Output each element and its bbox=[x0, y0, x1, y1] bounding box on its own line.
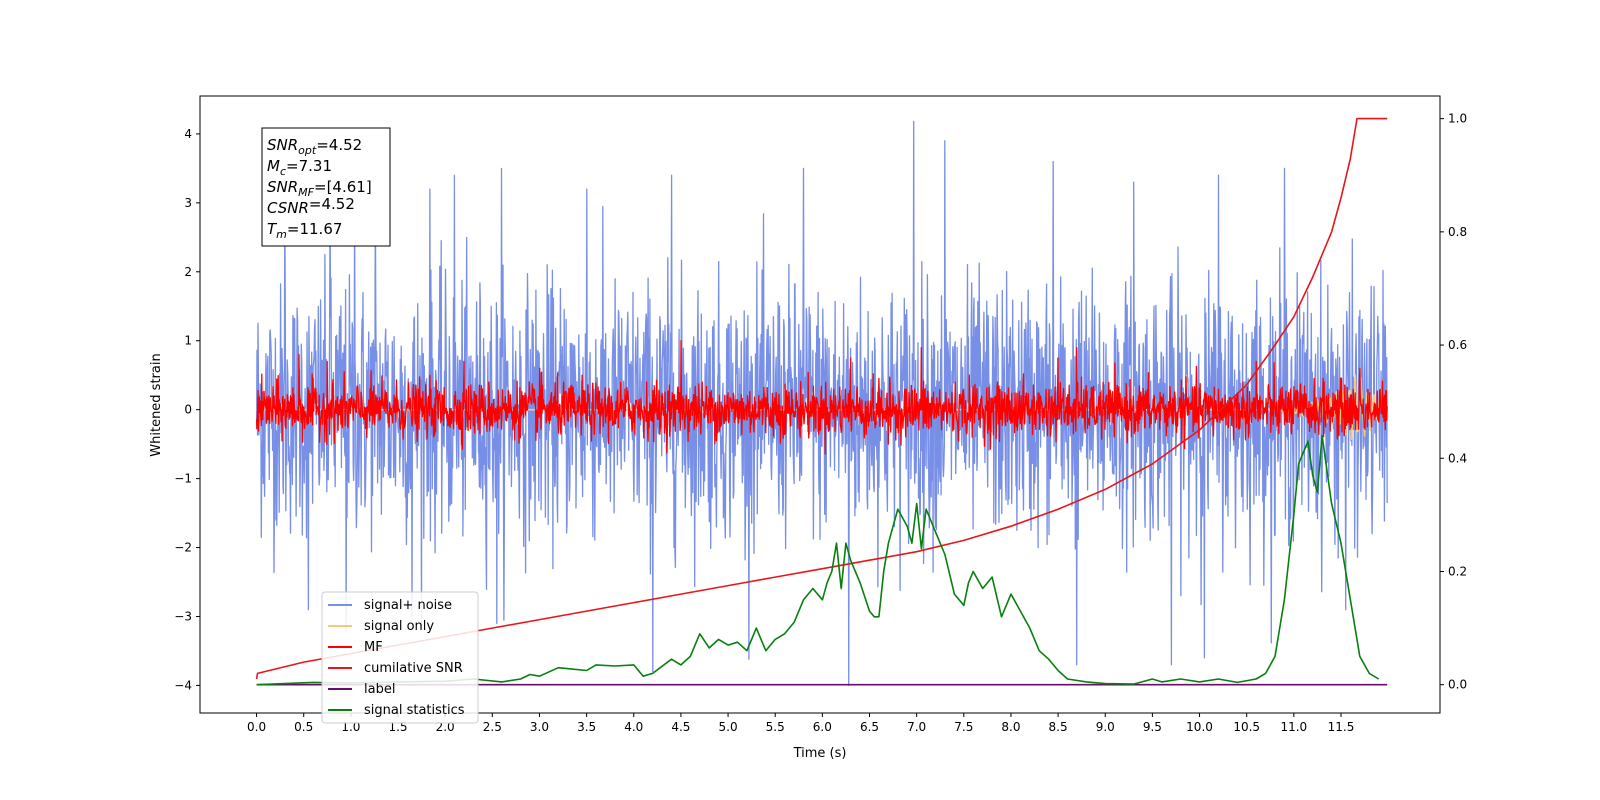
annotation-line: Tm=11.67 bbox=[267, 220, 342, 241]
annotation-variable: SNR bbox=[267, 136, 298, 154]
x-tick-label: 8.5 bbox=[1049, 720, 1068, 734]
y2-tick-label: 0.6 bbox=[1448, 338, 1467, 352]
annotation-line: SNRMF=[4.61] bbox=[267, 178, 372, 199]
y-tick-label: −3 bbox=[174, 609, 192, 623]
plot-frame bbox=[199, 95, 1441, 714]
y2-tick-label: 1.0 bbox=[1448, 112, 1467, 126]
y-tick-label: 2 bbox=[184, 265, 192, 279]
annotation-subscript: m bbox=[276, 228, 287, 241]
series-line-mf bbox=[255, 340, 1388, 455]
x-tick-label: 10.5 bbox=[1233, 720, 1260, 734]
annotation-subscript: opt bbox=[298, 144, 317, 157]
annotation-variable: CSNR bbox=[267, 199, 309, 217]
y2-tick-label: 0.2 bbox=[1448, 564, 1467, 578]
y-tick-label: 4 bbox=[184, 127, 192, 141]
x-axis-title: Time (s) bbox=[793, 746, 847, 761]
x-tick-label: 7.5 bbox=[954, 720, 973, 734]
annotation-value: =4.52 bbox=[309, 195, 355, 213]
legend-label: signal only bbox=[364, 619, 434, 634]
legend-label: MF bbox=[364, 640, 383, 655]
y-tick-label: 0 bbox=[184, 403, 192, 417]
annotation-line: SNRopt=4.52 bbox=[267, 136, 362, 157]
annotation-variable: M bbox=[267, 157, 280, 175]
annotation-box: SNRopt=4.52Mc=7.31SNRMF=[4.61]CSNR=4.52T… bbox=[261, 127, 391, 247]
series-line-signal-statistics bbox=[256, 434, 1380, 686]
annotation-subscript: c bbox=[280, 165, 286, 178]
x-tick-label: 9.0 bbox=[1096, 720, 1115, 734]
x-tick-label: 11.0 bbox=[1280, 720, 1307, 734]
x-tick-label: 5.0 bbox=[719, 720, 738, 734]
x-tick-label: 2.5 bbox=[483, 720, 502, 734]
legend-label: signal+ noise bbox=[364, 598, 452, 613]
annotation-subscript: MF bbox=[298, 186, 314, 199]
legend-label: signal statistics bbox=[364, 703, 465, 718]
x-tick-label: 7.0 bbox=[907, 720, 926, 734]
x-tick-label: 3.5 bbox=[577, 720, 596, 734]
annotation-line: Mc=7.31 bbox=[267, 157, 332, 178]
x-tick-label: 9.5 bbox=[1143, 720, 1162, 734]
x-tick-label: 4.5 bbox=[671, 720, 690, 734]
y-tick-label: 1 bbox=[184, 334, 192, 348]
annotation-value: =7.31 bbox=[286, 157, 332, 175]
annotation-line: CSNR=4.52 bbox=[267, 195, 355, 217]
y2-tick-label: 0.4 bbox=[1448, 451, 1467, 465]
x-tick-label: 4.0 bbox=[624, 720, 643, 734]
x-tick-label: 5.5 bbox=[766, 720, 785, 734]
legend: signal+ noise signal only MF cumilative SNR… bbox=[321, 591, 479, 724]
annotation-variable: SNR bbox=[267, 178, 298, 196]
x-tick-label: 6.0 bbox=[813, 720, 832, 734]
legend-label: cumilative SNR bbox=[364, 661, 463, 676]
annotation-value: =11.67 bbox=[287, 220, 343, 238]
legend-frame bbox=[321, 591, 479, 724]
y2-tick-label: 0.8 bbox=[1448, 225, 1467, 239]
annotation-frame bbox=[261, 127, 391, 247]
x-tick-label: 0.0 bbox=[247, 720, 266, 734]
y-tick-label: −4 bbox=[174, 678, 192, 692]
annotation-value: =[4.61] bbox=[314, 178, 372, 196]
annotation-value: =4.52 bbox=[316, 136, 362, 154]
x-tick-label: 6.5 bbox=[860, 720, 879, 734]
annotation-variable: T bbox=[267, 220, 278, 238]
x-tick-label: 11.5 bbox=[1328, 720, 1355, 734]
x-tick-label: 0.5 bbox=[294, 720, 313, 734]
y-tick-label: −1 bbox=[174, 472, 192, 486]
y2-tick-label: 0.0 bbox=[1448, 678, 1467, 692]
x-tick-label: 3.0 bbox=[530, 720, 549, 734]
x-tick-label: 8.0 bbox=[1001, 720, 1020, 734]
y-tick-label: 3 bbox=[184, 196, 192, 210]
y-axis-title: Whitened strain bbox=[149, 353, 164, 456]
y-tick-label: −2 bbox=[174, 541, 192, 555]
legend-label: label bbox=[364, 682, 395, 697]
x-tick-label: 10.0 bbox=[1186, 720, 1213, 734]
